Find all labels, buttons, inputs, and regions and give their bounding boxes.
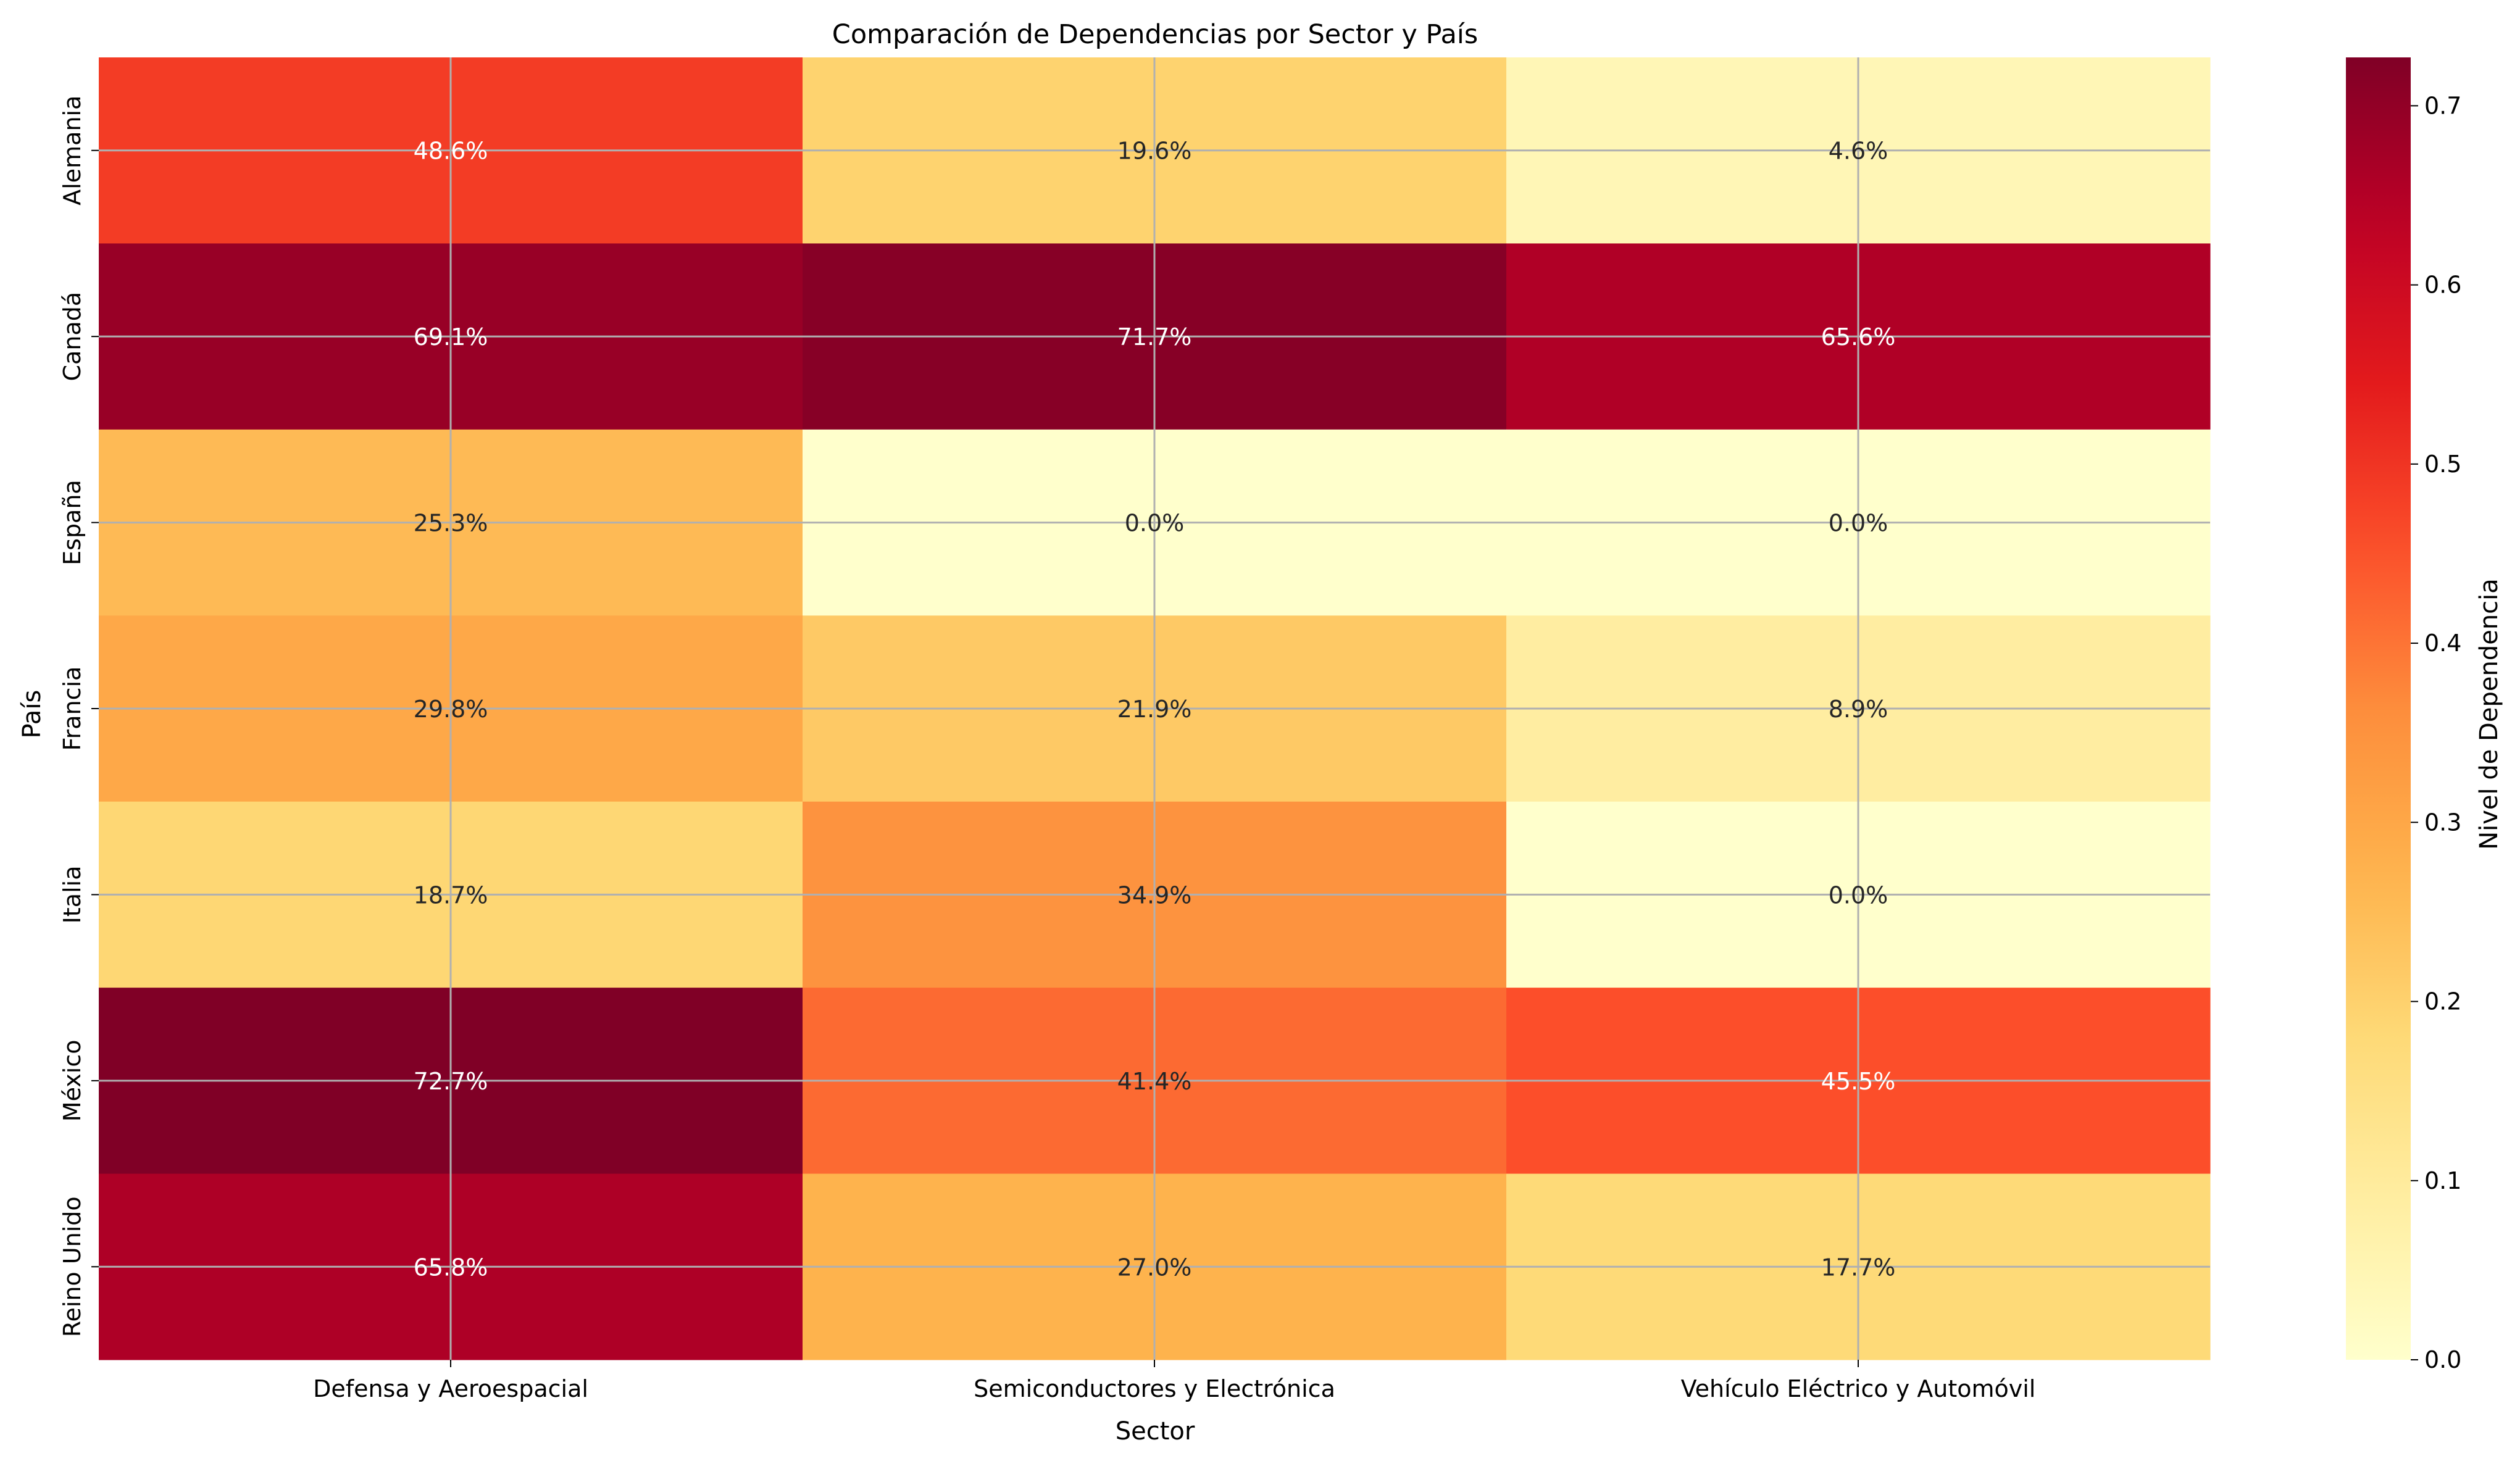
cell-annotation: 29.8% — [414, 696, 488, 723]
colorbar-tick-label: 0.6 — [2424, 272, 2461, 299]
colorbar-tick-label: 0.2 — [2424, 988, 2461, 1015]
colorbar: 0.0 0.1 0.2 0.3 0.4 0.5 0.6 0.7 — [2346, 57, 2461, 1373]
cell-annotation: 41.4% — [1117, 1068, 1192, 1095]
y-tick-label: Francia — [59, 667, 86, 751]
cell-annotation: 0.0% — [1829, 881, 1888, 909]
cell-annotations: 48.6% 19.6% 4.6% 69.1% 71.7% 65.6% 25.3% 0.0% 0.… — [414, 138, 1896, 1281]
cell-annotation: 65.8% — [414, 1254, 488, 1281]
y-tick-label: Reino Unido — [59, 1196, 86, 1337]
colorbar-tick-label: 0.0 — [2424, 1346, 2461, 1373]
x-tick-label: Vehículo Eléctrico y Automóvil — [1681, 1375, 2036, 1402]
colorbar-tick-label: 0.4 — [2424, 630, 2461, 657]
cell-annotation: 0.0% — [1829, 510, 1888, 537]
y-tick-label: Italia — [59, 866, 86, 924]
cell-annotation: 34.9% — [1117, 881, 1192, 909]
cell-annotation: 21.9% — [1117, 696, 1192, 723]
x-axis-label: Sector — [1116, 1417, 1195, 1446]
cell-annotation: 45.5% — [1821, 1068, 1896, 1095]
colorbar-gradient — [2346, 57, 2411, 1360]
cell-annotation: 18.7% — [414, 881, 488, 909]
cell-annotation: 4.6% — [1829, 138, 1888, 165]
cell-annotation: 17.7% — [1821, 1254, 1896, 1281]
y-tick-label: Canadá — [59, 292, 86, 381]
x-tick-label: Defensa y Aeroespacial — [313, 1375, 588, 1402]
cell-annotation: 69.1% — [414, 323, 488, 351]
y-tick-label: México — [59, 1040, 86, 1122]
colorbar-tick-label: 0.7 — [2424, 92, 2461, 119]
x-tick-label: Semiconductores y Electrónica — [974, 1375, 1335, 1402]
cell-annotation: 0.0% — [1125, 510, 1185, 537]
grid-lines — [99, 57, 2210, 1360]
y-tick-label: Alemania — [59, 96, 86, 206]
y-axis-label: País — [18, 690, 46, 739]
chart-title: Comparación de Dependencias por Sector y… — [832, 19, 1478, 50]
colorbar-tick-label: 0.1 — [2424, 1167, 2461, 1194]
cell-annotation: 71.7% — [1117, 323, 1192, 351]
cell-annotation: 19.6% — [1117, 138, 1192, 165]
colorbar-tick-label: 0.3 — [2424, 809, 2461, 836]
cell-annotation: 8.9% — [1829, 696, 1888, 723]
colorbar-label: Nivel de Dependencia — [2475, 578, 2503, 850]
x-axis-ticks: Defensa y Aeroespacial Semiconductores y … — [313, 1360, 2035, 1402]
cell-annotation: 25.3% — [414, 510, 488, 537]
colorbar-tick-label: 0.5 — [2424, 451, 2461, 478]
cell-annotation: 65.6% — [1821, 323, 1896, 351]
cell-annotation: 48.6% — [414, 138, 488, 165]
cell-annotation: 72.7% — [414, 1068, 488, 1095]
cell-annotation: 27.0% — [1117, 1254, 1192, 1281]
y-tick-label: España — [59, 480, 86, 565]
y-axis-ticks: Alemania Canadá España Francia Italia México R… — [59, 96, 99, 1337]
